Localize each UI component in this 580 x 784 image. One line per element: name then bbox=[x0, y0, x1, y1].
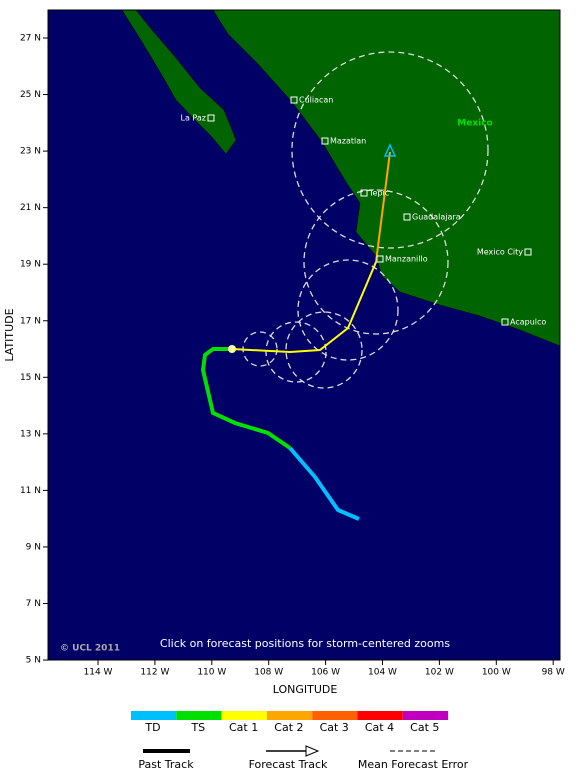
city-marker bbox=[403, 213, 411, 221]
past-track-ts bbox=[200, 347, 292, 450]
y-tick-label: 17 N bbox=[20, 316, 41, 326]
legend-label: Cat 4 bbox=[365, 721, 394, 734]
y-axis-title: LATITUDE bbox=[3, 308, 16, 361]
y-tick-label: 15 N bbox=[20, 373, 41, 383]
x-tick-label: 114 W bbox=[84, 668, 113, 678]
city-label: Acapulco bbox=[510, 318, 546, 327]
city-marker bbox=[207, 114, 215, 122]
x-tick-label: 104 W bbox=[368, 668, 397, 678]
error-circle bbox=[265, 321, 327, 383]
y-tick-label: 11 N bbox=[20, 486, 41, 496]
legend-track-label: Forecast Track bbox=[249, 758, 328, 771]
city-marker bbox=[501, 318, 509, 326]
forecast-marker[interactable] bbox=[383, 143, 397, 157]
city-label: La Paz bbox=[181, 114, 206, 123]
error-circle bbox=[285, 311, 363, 389]
legend-label: Cat 3 bbox=[320, 721, 349, 734]
y-tick-label: 25 N bbox=[20, 90, 41, 100]
legend-label: Cat 2 bbox=[274, 721, 303, 734]
legend-label: Cat 1 bbox=[229, 721, 258, 734]
city-marker bbox=[360, 189, 368, 197]
city-marker bbox=[376, 255, 384, 263]
x-tick-label: 108 W bbox=[254, 668, 283, 678]
city-label: Mazatlan bbox=[330, 137, 366, 146]
y-tick-label: 19 N bbox=[20, 260, 41, 270]
error-circle bbox=[303, 189, 449, 335]
legend-swatch bbox=[402, 711, 449, 720]
legend-swatch bbox=[312, 711, 358, 720]
country-label: Mexico bbox=[457, 119, 492, 129]
x-tick-label: 98 W bbox=[542, 668, 565, 678]
past-track-td bbox=[288, 446, 360, 521]
x-tick-label: 112 W bbox=[140, 668, 169, 678]
city-label: Tepic bbox=[368, 189, 389, 198]
legend-swatch bbox=[357, 711, 403, 720]
cities: Culiacan La Paz Mazatlan Tepic Guadalajara Ma… bbox=[181, 96, 547, 327]
current-position[interactable] bbox=[228, 345, 236, 353]
y-tick-label: 13 N bbox=[20, 429, 41, 439]
forecast-track-cat2 bbox=[375, 151, 391, 263]
city-marker bbox=[321, 137, 329, 145]
error-circles bbox=[242, 51, 489, 389]
x-tick-label: 106 W bbox=[311, 668, 340, 678]
y-tick-label: 21 N bbox=[20, 203, 41, 213]
legend-swatch bbox=[176, 711, 222, 720]
legend-track-label: Mean Forecast Error bbox=[358, 758, 469, 771]
x-tick-label: 100 W bbox=[482, 668, 511, 678]
legend-swatch bbox=[221, 711, 267, 720]
legend-label: Cat 5 bbox=[410, 721, 439, 734]
y-tick-label: 7 N bbox=[26, 599, 41, 609]
x-tick-label: 102 W bbox=[425, 668, 454, 678]
error-circle bbox=[297, 259, 399, 361]
legend-track-label: Past Track bbox=[138, 758, 194, 771]
legend-label: TS bbox=[190, 721, 205, 734]
y-tick-label: 5 N bbox=[26, 656, 41, 666]
city-label: Mexico City bbox=[477, 248, 523, 257]
forecast-track-cat1 bbox=[231, 261, 377, 354]
y-tick-label: 9 N bbox=[26, 542, 41, 552]
city-label: Guadalajara bbox=[412, 213, 461, 222]
legend-swatch bbox=[131, 711, 177, 720]
y-tick-label: 27 N bbox=[20, 34, 41, 44]
legend-swatch bbox=[266, 711, 313, 720]
x-axis-title: LONGITUDE bbox=[273, 683, 338, 696]
x-tick-label: 110 W bbox=[197, 668, 226, 678]
legend-arrow bbox=[305, 745, 320, 757]
y-tick-label: 23 N bbox=[20, 147, 41, 157]
legend-label: TD bbox=[144, 721, 160, 734]
city-marker bbox=[524, 248, 532, 256]
city-marker bbox=[290, 96, 298, 104]
frame bbox=[47, 9, 561, 661]
city-label: Manzanillo bbox=[385, 255, 428, 264]
note[interactable]: Click on forecast positions for storm-ce… bbox=[160, 637, 450, 650]
city-label: Culiacan bbox=[299, 96, 333, 105]
error-circle bbox=[291, 51, 489, 249]
copyright: © UCL 2011 bbox=[60, 644, 120, 654]
